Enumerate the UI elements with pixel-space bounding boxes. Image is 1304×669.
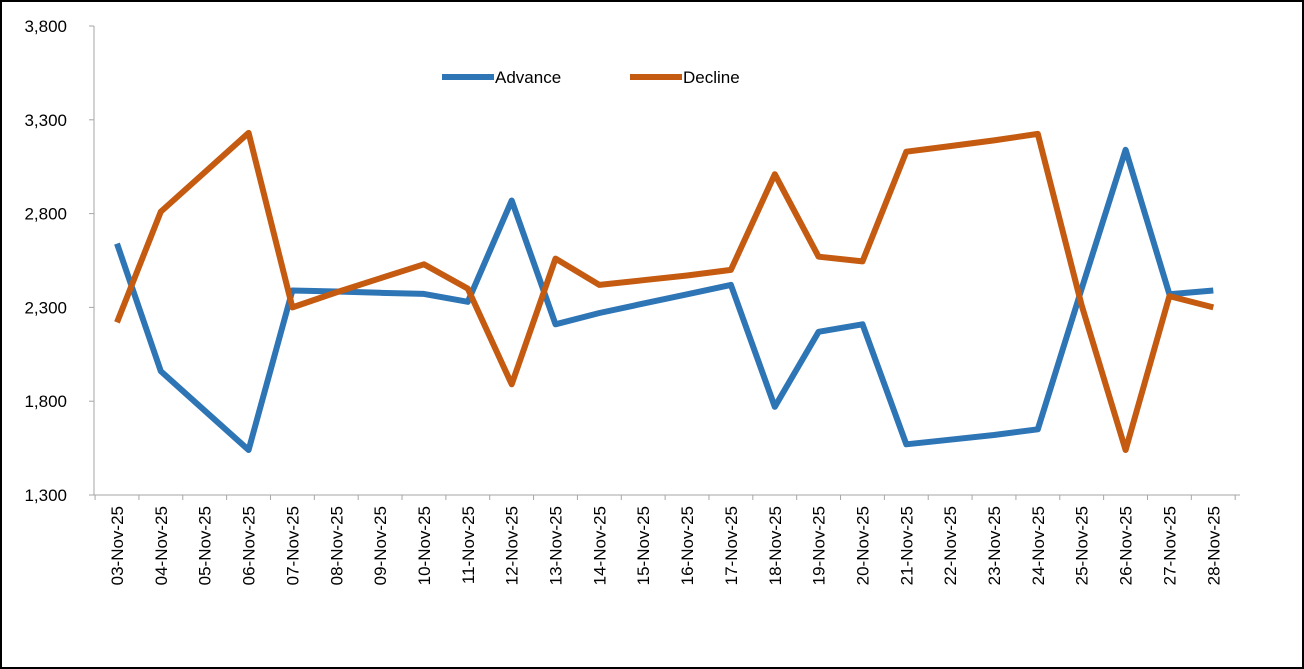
x-tick-label: 14-Nov-25 bbox=[590, 506, 609, 585]
x-tick-label: 15-Nov-25 bbox=[634, 506, 653, 585]
legend-label-decline: Decline bbox=[683, 68, 740, 87]
series-lines bbox=[114, 129, 1215, 453]
x-tick-label: 28-Nov-25 bbox=[1204, 506, 1223, 585]
x-tick-label: 16-Nov-25 bbox=[678, 506, 697, 585]
x-tick-label: 26-Nov-25 bbox=[1117, 506, 1136, 585]
x-tick-label: 10-Nov-25 bbox=[415, 506, 434, 585]
y-tick-label: 1,800 bbox=[24, 392, 67, 411]
x-tick-label: 22-Nov-25 bbox=[941, 506, 960, 585]
x-tick-label: 27-Nov-25 bbox=[1160, 506, 1179, 585]
x-tick-label: 18-Nov-25 bbox=[766, 506, 785, 585]
x-tick-label: 04-Nov-25 bbox=[152, 506, 171, 585]
axes: 1,300 1,800 2,300 2,800 3,300 3,800 03-Nov-25 0… bbox=[24, 17, 1240, 585]
x-tick-label: 09-Nov-25 bbox=[371, 506, 390, 585]
legend-label-advance: Advance bbox=[495, 68, 561, 87]
series-line-advance bbox=[114, 146, 1214, 453]
x-tick-label: 05-Nov-25 bbox=[196, 506, 215, 585]
x-tick-label: 23-Nov-25 bbox=[985, 506, 1004, 585]
x-tick-label: 08-Nov-25 bbox=[327, 506, 346, 585]
x-tick-label: 19-Nov-25 bbox=[810, 506, 829, 585]
series-line-decline bbox=[114, 129, 1215, 453]
x-tick-label: 03-Nov-25 bbox=[108, 506, 127, 585]
x-tick-label: 21-Nov-25 bbox=[897, 506, 916, 585]
x-tick-label: 25-Nov-25 bbox=[1073, 506, 1092, 585]
legend: Advance Decline bbox=[442, 68, 740, 87]
y-tick-label: 2,300 bbox=[24, 298, 67, 317]
x-tick-label: 20-Nov-25 bbox=[853, 506, 872, 585]
y-tick-label: 3,300 bbox=[24, 111, 67, 130]
x-tick-label: 13-Nov-25 bbox=[547, 506, 566, 585]
x-tick-label: 24-Nov-25 bbox=[1029, 506, 1048, 585]
x-tick-label: 12-Nov-25 bbox=[503, 506, 522, 585]
x-tick-label: 11-Nov-25 bbox=[459, 506, 478, 584]
y-tick-label: 3,800 bbox=[24, 17, 67, 36]
y-tick-label: 1,300 bbox=[24, 486, 67, 505]
y-tick-label: 2,800 bbox=[24, 205, 67, 224]
x-tick-label: 17-Nov-25 bbox=[722, 506, 741, 585]
x-tick-label: 07-Nov-25 bbox=[283, 506, 302, 585]
x-tick-label: 06-Nov-25 bbox=[240, 506, 259, 585]
